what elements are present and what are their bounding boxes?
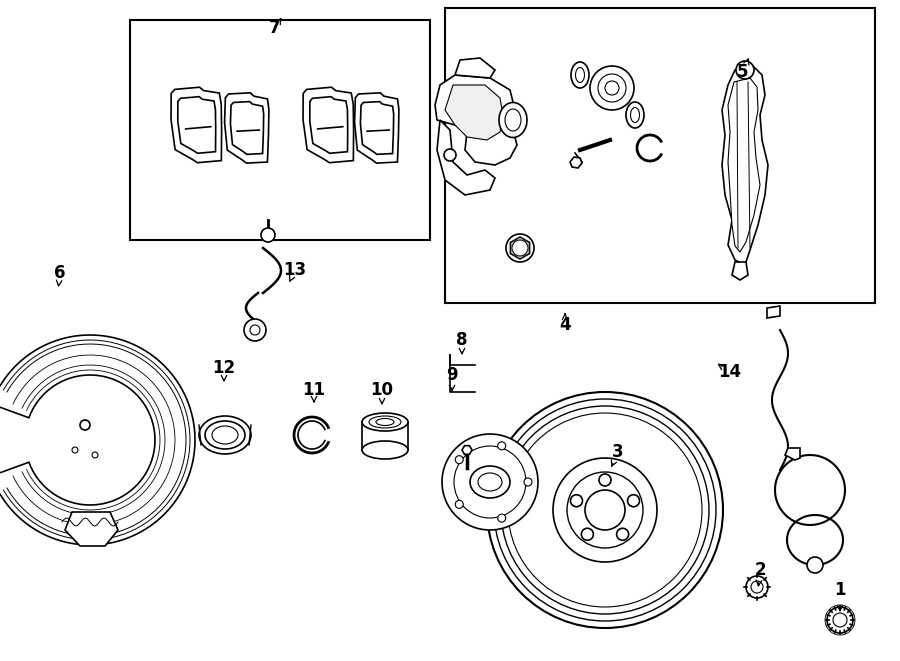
Circle shape bbox=[250, 325, 260, 335]
Text: 2: 2 bbox=[754, 561, 766, 579]
Circle shape bbox=[616, 528, 628, 540]
Circle shape bbox=[585, 490, 625, 530]
Ellipse shape bbox=[470, 466, 510, 498]
Polygon shape bbox=[225, 93, 269, 163]
Text: 14: 14 bbox=[718, 363, 742, 381]
Circle shape bbox=[807, 557, 823, 573]
Circle shape bbox=[506, 234, 534, 262]
Circle shape bbox=[581, 528, 593, 540]
Text: 7: 7 bbox=[269, 19, 281, 37]
Text: 3: 3 bbox=[612, 443, 624, 461]
Ellipse shape bbox=[505, 109, 521, 131]
Ellipse shape bbox=[631, 108, 640, 122]
Polygon shape bbox=[510, 237, 529, 259]
Polygon shape bbox=[785, 448, 800, 460]
Polygon shape bbox=[310, 97, 347, 153]
Polygon shape bbox=[0, 335, 195, 545]
Circle shape bbox=[571, 494, 582, 507]
Circle shape bbox=[444, 149, 456, 161]
Circle shape bbox=[501, 406, 709, 614]
Text: 8: 8 bbox=[456, 331, 468, 349]
Circle shape bbox=[508, 413, 702, 607]
Ellipse shape bbox=[478, 473, 502, 491]
Text: 11: 11 bbox=[302, 381, 326, 399]
Text: 1: 1 bbox=[834, 581, 846, 599]
Circle shape bbox=[553, 458, 657, 562]
Polygon shape bbox=[728, 78, 760, 252]
Ellipse shape bbox=[362, 441, 408, 459]
Text: 9: 9 bbox=[446, 366, 458, 384]
Circle shape bbox=[498, 442, 506, 450]
Ellipse shape bbox=[499, 102, 527, 137]
Text: 10: 10 bbox=[371, 381, 393, 399]
Polygon shape bbox=[303, 87, 354, 163]
Circle shape bbox=[487, 392, 723, 628]
Circle shape bbox=[627, 494, 640, 507]
Polygon shape bbox=[171, 87, 221, 163]
Polygon shape bbox=[230, 102, 264, 155]
Polygon shape bbox=[722, 65, 768, 265]
Circle shape bbox=[567, 472, 643, 548]
Circle shape bbox=[455, 455, 464, 463]
Circle shape bbox=[494, 399, 716, 621]
Circle shape bbox=[751, 581, 763, 593]
Circle shape bbox=[827, 607, 853, 633]
Bar bbox=[130, 20, 430, 240]
Polygon shape bbox=[178, 97, 216, 153]
Ellipse shape bbox=[369, 416, 401, 428]
Circle shape bbox=[524, 478, 532, 486]
Circle shape bbox=[598, 74, 626, 102]
Text: 6: 6 bbox=[54, 264, 66, 282]
Polygon shape bbox=[65, 512, 118, 546]
Ellipse shape bbox=[362, 413, 408, 431]
Circle shape bbox=[599, 474, 611, 486]
Circle shape bbox=[92, 452, 98, 458]
Polygon shape bbox=[462, 446, 472, 454]
Text: 5: 5 bbox=[737, 63, 749, 81]
Ellipse shape bbox=[212, 426, 238, 444]
Polygon shape bbox=[767, 306, 780, 318]
Polygon shape bbox=[355, 93, 399, 163]
Circle shape bbox=[833, 613, 847, 627]
Polygon shape bbox=[455, 58, 495, 78]
Polygon shape bbox=[435, 75, 517, 165]
Polygon shape bbox=[732, 262, 748, 280]
Polygon shape bbox=[360, 102, 393, 155]
Text: 12: 12 bbox=[212, 359, 236, 377]
Circle shape bbox=[498, 514, 506, 522]
Ellipse shape bbox=[571, 62, 589, 88]
Circle shape bbox=[244, 319, 266, 341]
Circle shape bbox=[746, 576, 768, 598]
Circle shape bbox=[454, 446, 526, 518]
Polygon shape bbox=[570, 157, 582, 168]
Circle shape bbox=[80, 420, 90, 430]
Circle shape bbox=[512, 240, 528, 256]
Ellipse shape bbox=[626, 102, 644, 128]
Circle shape bbox=[736, 61, 754, 79]
Ellipse shape bbox=[199, 416, 251, 454]
Text: 13: 13 bbox=[284, 261, 307, 279]
Ellipse shape bbox=[575, 67, 584, 83]
Circle shape bbox=[590, 66, 634, 110]
Polygon shape bbox=[445, 85, 503, 140]
Circle shape bbox=[455, 500, 464, 508]
Bar bbox=[445, 8, 875, 303]
Ellipse shape bbox=[376, 418, 394, 426]
Text: 4: 4 bbox=[559, 316, 571, 334]
Circle shape bbox=[605, 81, 619, 95]
Circle shape bbox=[261, 228, 275, 242]
Circle shape bbox=[442, 434, 538, 530]
Polygon shape bbox=[437, 120, 495, 195]
Circle shape bbox=[72, 447, 78, 453]
Ellipse shape bbox=[205, 421, 245, 449]
